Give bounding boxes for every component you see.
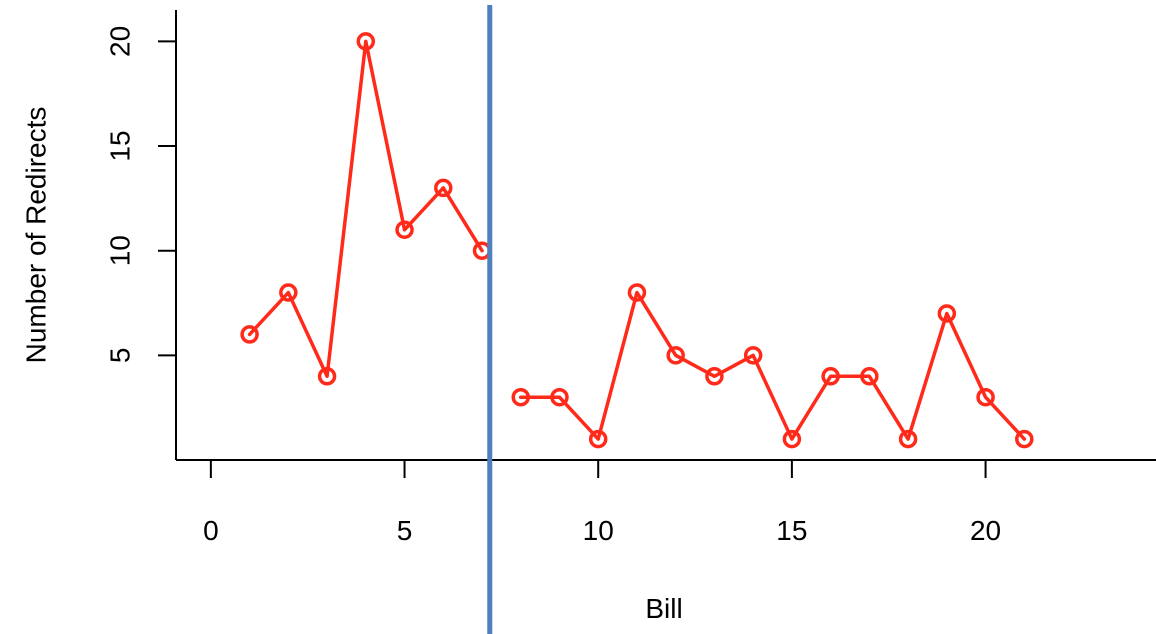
data-point: [1015, 429, 1034, 449]
y-tick-label: 5: [105, 348, 136, 364]
data-point: [434, 178, 453, 198]
axes: 0 5 10 15 20 5 10 15 20: [105, 10, 1156, 546]
data-point: [860, 367, 879, 386]
data-point: [666, 346, 685, 365]
x-axis-ticks: 0 5 10 15 20: [203, 460, 1001, 546]
data-point: [976, 387, 995, 407]
data-point: [511, 387, 530, 407]
data-point: [782, 429, 802, 449]
y-tick-label: 20: [105, 26, 136, 57]
data-point: [898, 429, 918, 449]
data-point: [743, 346, 763, 365]
data-point: [550, 387, 569, 407]
data-point: [705, 367, 724, 386]
series-line: [247, 39, 484, 379]
plot-area: [240, 5, 1034, 634]
data-point: [937, 304, 957, 323]
x-axis-title: Bill: [645, 593, 682, 624]
x-tick-label: 0: [203, 515, 219, 546]
series-line: [518, 290, 1027, 441]
x-tick-label: 20: [970, 515, 1001, 546]
x-tick-label: 15: [776, 515, 807, 546]
y-tick-label: 15: [105, 130, 136, 161]
x-tick-label: 5: [397, 515, 413, 546]
data-point: [627, 283, 647, 302]
data-point: [821, 367, 840, 386]
y-axis-ticks: 5 10 15 20: [105, 26, 176, 364]
y-tick-label: 10: [105, 235, 136, 266]
data-point: [588, 429, 608, 449]
data-point: [395, 220, 414, 240]
x-tick-label: 10: [583, 515, 614, 546]
data-point: [279, 283, 298, 302]
data-point: [356, 32, 376, 51]
y-axis-title: Number of Redirects: [21, 107, 52, 364]
data-point: [240, 325, 259, 344]
data-point: [317, 367, 337, 386]
